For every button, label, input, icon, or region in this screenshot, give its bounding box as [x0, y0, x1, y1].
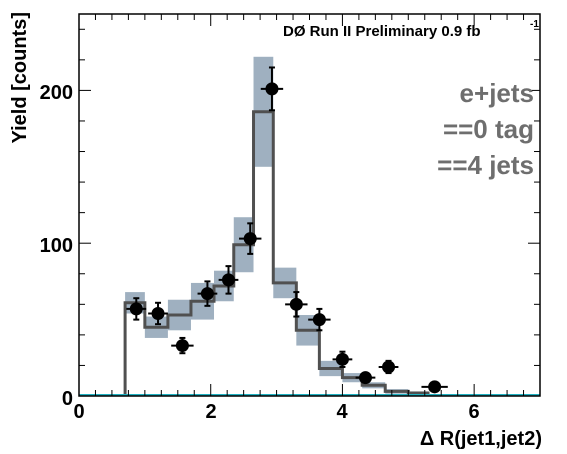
data-point: [171, 338, 193, 353]
data-marker: [130, 302, 143, 315]
data-marker: [265, 82, 278, 95]
x-tick-label: 0: [73, 401, 84, 423]
data-marker: [382, 360, 395, 373]
x-tick-label: 6: [468, 401, 479, 423]
prediction-histogram: [125, 112, 428, 396]
annotation-jets: ==4 jets: [437, 150, 534, 180]
data-marker: [152, 307, 165, 320]
data-marker: [290, 298, 303, 311]
x-tick-label: 4: [336, 401, 348, 423]
data-point: [421, 380, 447, 393]
y-axis-title: Yield [counts]: [9, 12, 31, 143]
data-point: [379, 360, 399, 373]
x-axis-title: Δ R(jet1,jet2): [420, 428, 542, 450]
annotation-channel: e+jets: [460, 78, 534, 108]
data-marker: [359, 371, 372, 384]
x-tick-label: 2: [205, 401, 216, 423]
header-superscript: -1: [530, 19, 539, 30]
data-marker: [176, 339, 189, 352]
y-tick-label: 0: [62, 388, 73, 410]
header-text: DØ Run II Preliminary 0.9 fb: [283, 23, 481, 40]
data-points: [126, 67, 447, 393]
data-marker: [244, 232, 257, 245]
y-tick-label: 100: [40, 235, 73, 257]
data-marker: [201, 287, 214, 300]
data-marker: [336, 353, 349, 366]
data-marker: [428, 380, 441, 393]
histogram-line: [125, 112, 428, 396]
data-marker: [222, 273, 235, 286]
annotation-tag: ==0 tag: [443, 114, 534, 144]
y-tick-label: 200: [40, 82, 73, 104]
uncertainty-bands: [125, 57, 428, 395]
data-marker: [313, 313, 326, 326]
